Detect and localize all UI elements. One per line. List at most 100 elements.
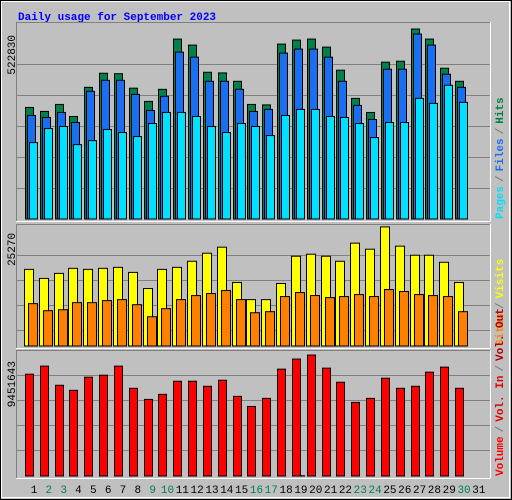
x-tick-label: 12 (191, 485, 204, 497)
bar (218, 379, 227, 477)
bar (59, 126, 68, 220)
legend-separator: / (495, 127, 507, 134)
x-tick-label: 21 (324, 485, 338, 497)
bar (161, 308, 171, 347)
legend-separator: / (495, 425, 507, 432)
bar (40, 365, 49, 477)
bar (99, 374, 108, 477)
bar (87, 302, 97, 347)
bar (221, 290, 231, 347)
chart-title: Daily usage for September 2023 (18, 12, 216, 24)
x-tick-label: 4 (75, 485, 82, 497)
bar (237, 122, 246, 220)
bar (351, 401, 360, 477)
x-tick-label: 1 (31, 485, 38, 497)
x-tick-label: 23 (354, 485, 367, 497)
bar (250, 312, 260, 347)
bar (326, 115, 335, 220)
bar (55, 384, 64, 477)
x-tick-label: 16 (250, 485, 263, 497)
bar (144, 398, 153, 477)
bar (132, 304, 142, 347)
bar (325, 297, 335, 347)
legend-entry: Hits (495, 97, 507, 123)
y-tick-label: 9451643 (7, 361, 19, 407)
bar (114, 365, 123, 477)
x-tick-label: 27 (413, 485, 426, 497)
bar (236, 299, 246, 347)
bar (339, 296, 349, 347)
bar (147, 316, 157, 347)
legend-entry: Pages (495, 186, 507, 219)
x-tick-label: 28 (428, 485, 441, 497)
bar (266, 135, 275, 220)
bar (354, 294, 364, 347)
y-tick-label: 25270 (7, 233, 19, 266)
bar (173, 380, 182, 477)
bar (310, 295, 320, 347)
bar (148, 122, 157, 220)
bar (43, 310, 53, 347)
x-tick-label: 6 (105, 485, 112, 497)
bar (459, 101, 468, 220)
bar (262, 397, 271, 477)
x-tick-label: 20 (309, 485, 322, 497)
bar (411, 385, 420, 477)
bar (84, 376, 93, 477)
x-tick-label: 10 (161, 485, 174, 497)
bar (88, 140, 97, 220)
bar (192, 115, 201, 220)
bar (311, 108, 320, 220)
bar (129, 387, 138, 477)
bar (428, 295, 438, 347)
x-tick-label: 14 (220, 485, 234, 497)
x-tick-label: 18 (280, 485, 293, 497)
bar (118, 132, 127, 220)
x-tick-label: 11 (176, 485, 190, 497)
bar (133, 136, 142, 220)
bar (396, 387, 405, 477)
x-tick-label: 22 (339, 485, 352, 497)
x-tick-label: 2 (46, 485, 53, 497)
bar (307, 354, 316, 477)
bar (265, 311, 275, 347)
x-tick-label: 15 (235, 485, 248, 497)
bar (73, 144, 82, 220)
bar (203, 385, 212, 477)
bar (340, 116, 349, 220)
bar (295, 292, 305, 347)
x-tick-label: 26 (398, 485, 411, 497)
x-tick-label: 7 (120, 485, 127, 497)
bar (28, 303, 38, 347)
bar (370, 137, 379, 220)
x-tick-label: 9 (149, 485, 156, 497)
bar (366, 397, 375, 477)
bar (384, 289, 394, 347)
bar (369, 296, 379, 347)
bar (207, 126, 216, 220)
x-tick-label: 19 (294, 485, 307, 497)
bar (69, 389, 78, 477)
legend-separator: / (495, 302, 507, 309)
bar (162, 111, 171, 220)
bar (443, 296, 453, 347)
x-tick-label: 3 (60, 485, 67, 497)
bar (414, 294, 424, 347)
bar (385, 122, 394, 220)
bar (206, 293, 216, 347)
legend: Volume / Vol. In / Vol. Out (495, 308, 507, 476)
bar (58, 309, 68, 347)
bar (117, 299, 127, 347)
legend-entry: Vol. Out (495, 308, 507, 361)
bar (233, 395, 242, 477)
x-tick-label: 8 (135, 485, 142, 497)
legend-separator: / (495, 365, 507, 372)
x-tick-label: 5 (90, 485, 97, 497)
bar (25, 373, 34, 477)
bar (455, 387, 464, 477)
bar (381, 377, 390, 477)
legend-entry: Volume (495, 436, 507, 476)
bar (355, 122, 364, 220)
legend-separator: / (495, 175, 507, 182)
